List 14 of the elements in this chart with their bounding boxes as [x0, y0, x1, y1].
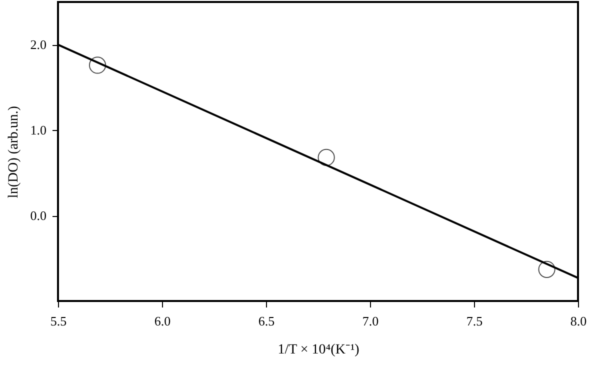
- x-tick-label: 8.0: [570, 314, 587, 328]
- y-tick-label: 1.0: [30, 122, 46, 138]
- x-tick-label: 6.5: [258, 314, 275, 328]
- x-tick-label: 6.0: [154, 314, 171, 328]
- point: [318, 148, 335, 166]
- y-axis-title: ln(DO) (arb.un.): [6, 106, 22, 198]
- y-tick-label: 0.0: [30, 208, 46, 224]
- x-axis-title: 1/T × 10⁴(K⁻¹): [278, 342, 360, 358]
- x-tick-label: 7.5: [466, 314, 483, 328]
- point: [88, 56, 106, 74]
- x-tick-label: 5.5: [50, 314, 67, 328]
- point: [538, 260, 556, 278]
- x-tick-label: 7.0: [362, 314, 379, 328]
- y-tick-label: 2.0: [30, 37, 46, 52]
